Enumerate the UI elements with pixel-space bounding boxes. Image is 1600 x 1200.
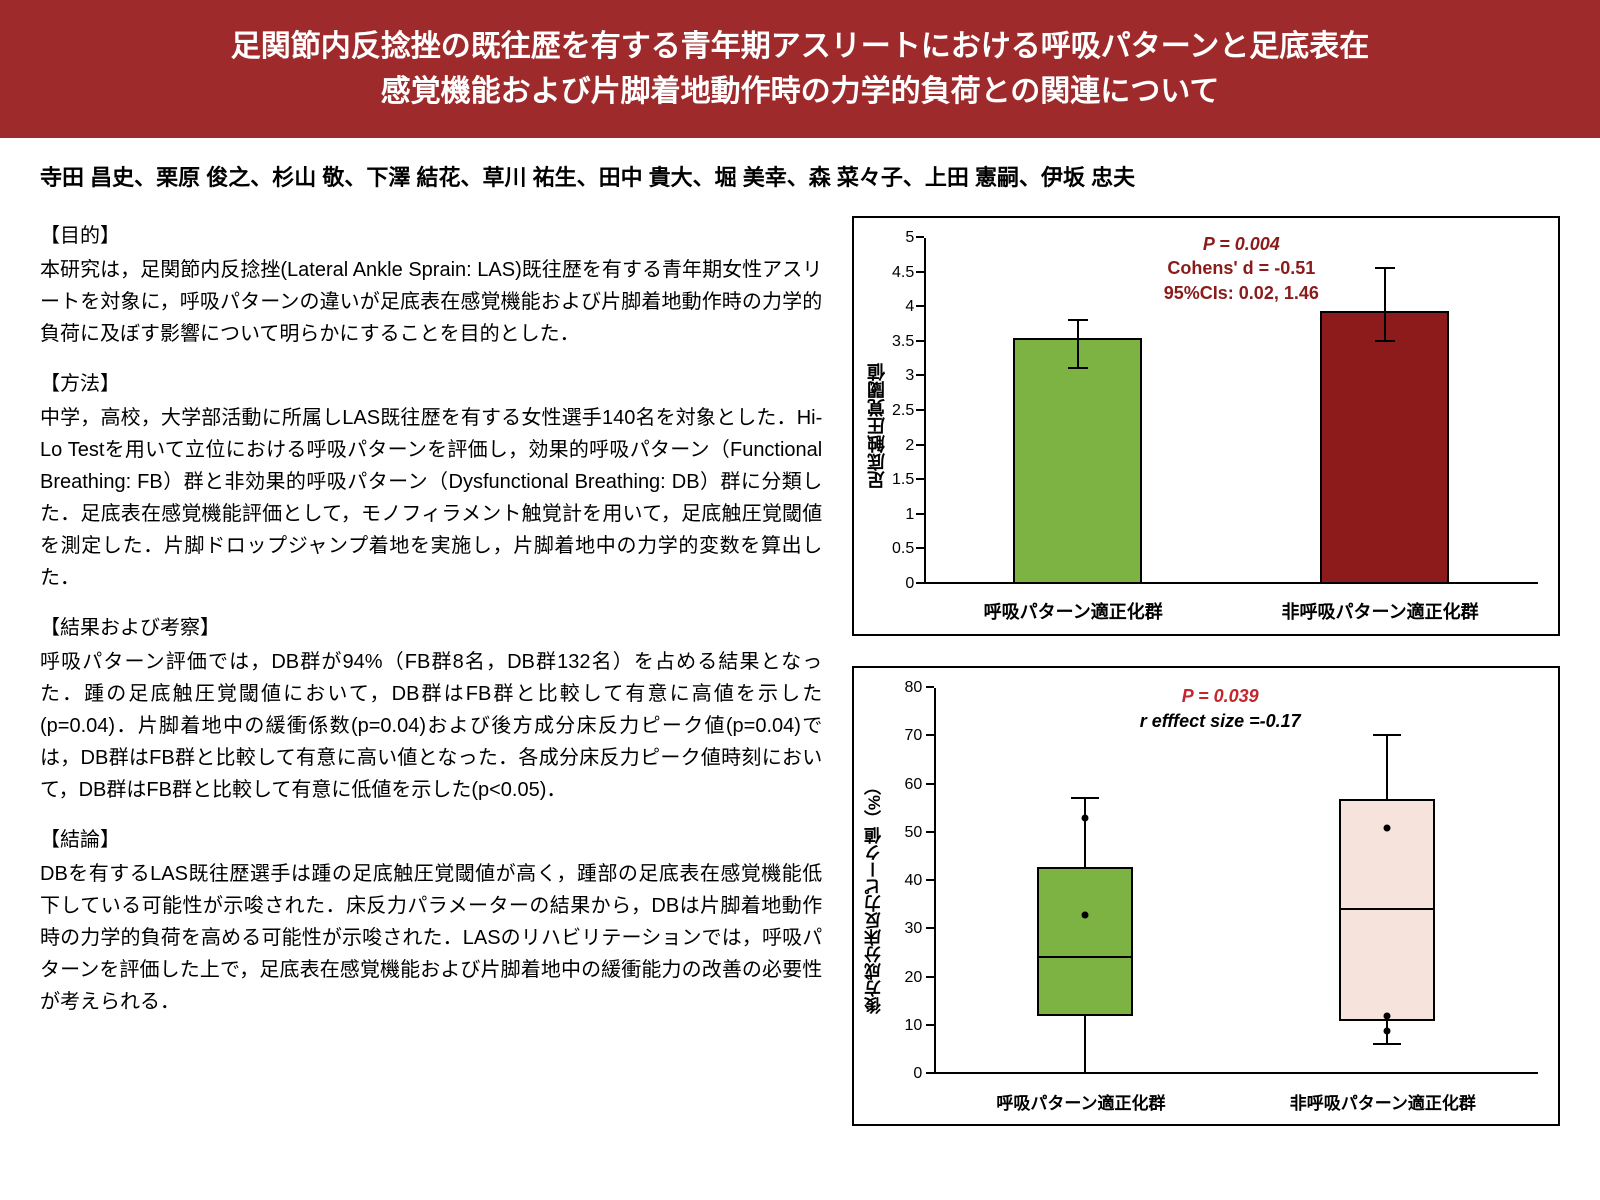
title-banner: 足関節内反捻挫の既往歴を有する青年期アスリートにおける呼吸パターンと足底表在 感… bbox=[0, 0, 1600, 138]
section-conclusion: 【結論】 DBを有するLAS既往歴選手は踵の足底触圧覚閾値が高く，踵部の足底表在… bbox=[40, 824, 822, 1018]
box-ytick: 30 bbox=[904, 920, 922, 938]
box-cat-0: 呼吸パターン適正化群 bbox=[996, 1089, 1165, 1114]
box-xlabels: 呼吸パターン適正化群 非呼吸パターン適正化群 bbox=[934, 1089, 1538, 1114]
box-1 bbox=[1339, 799, 1436, 1021]
box-ytick: 60 bbox=[904, 776, 922, 794]
heading-purpose: 【目的】 bbox=[40, 220, 822, 252]
section-purpose: 【目的】 本研究は，足関節内反捻挫(Lateral Ankle Sprain: … bbox=[40, 220, 822, 350]
bar-1 bbox=[1320, 311, 1449, 584]
box-ytick: 40 bbox=[904, 872, 922, 890]
bar-chart: P = 0.004 Cohens' d = -0.51 95%CIs: 0.02… bbox=[852, 216, 1560, 636]
bar-ytick: 3.5 bbox=[892, 333, 914, 351]
bar-cat-0: 呼吸パターン適正化群 bbox=[984, 598, 1163, 624]
body-results: 呼吸パターン評価では，DB群が94%（FB群8名，DB群132名）を占める結果と… bbox=[40, 646, 822, 806]
bar-ytick: 4.5 bbox=[892, 264, 914, 282]
box-chart: P = 0.039 r efffect size =-0.17 後方成分床反力ピ… bbox=[852, 666, 1560, 1126]
body-methods: 中学，高校，大学部活動に所属しLAS既往歴を有する女性選手140名を対象とした．… bbox=[40, 402, 822, 594]
text-column: 【目的】 本研究は，足関節内反捻挫(Lateral Ankle Sprain: … bbox=[40, 202, 822, 1126]
bar-ytick: 2 bbox=[905, 437, 914, 455]
title-line-1: 足関節内反捻挫の既往歴を有する青年期アスリートにおける呼吸パターンと足底表在 bbox=[40, 24, 1560, 69]
body-purpose: 本研究は，足関節内反捻挫(Lateral Ankle Sprain: LAS)既… bbox=[40, 254, 822, 350]
bar-plot-area bbox=[924, 238, 1538, 584]
authors-line: 寺田 昌史、栗原 俊之、杉山 敬、下澤 結花、草川 祐生、田中 貴大、堀 美幸、… bbox=[0, 138, 1600, 202]
bar-ytick: 4 bbox=[905, 298, 914, 316]
box-ytick: 80 bbox=[904, 679, 922, 697]
box-yticks: 01020304050607080 bbox=[854, 688, 932, 1074]
heading-conclusion: 【結論】 bbox=[40, 824, 822, 856]
box-ytick: 50 bbox=[904, 824, 922, 842]
box-ytick: 70 bbox=[904, 727, 922, 745]
bar-cat-1: 非呼吸パターン適正化群 bbox=[1282, 598, 1479, 624]
bar-xlabels: 呼吸パターン適正化群 非呼吸パターン適正化群 bbox=[924, 598, 1538, 624]
box-ytick: 10 bbox=[904, 1017, 922, 1035]
bar-yticks: 00.511.522.533.544.55 bbox=[854, 238, 922, 584]
bar-ytick: 0.5 bbox=[892, 540, 914, 558]
bar-ytick: 1 bbox=[905, 506, 914, 524]
heading-methods: 【方法】 bbox=[40, 368, 822, 400]
box-plot-area bbox=[934, 688, 1538, 1074]
title-line-2: 感覚機能および片脚着地動作時の力学的負荷との関連について bbox=[40, 69, 1560, 114]
heading-results: 【結果および考察】 bbox=[40, 612, 822, 644]
box-cat-1: 非呼吸パターン適正化群 bbox=[1290, 1089, 1476, 1114]
bar-ytick: 0 bbox=[905, 575, 914, 593]
box-ytick: 20 bbox=[904, 969, 922, 987]
charts-column: P = 0.004 Cohens' d = -0.51 95%CIs: 0.02… bbox=[852, 202, 1560, 1126]
body-conclusion: DBを有するLAS既往歴選手は踵の足底触圧覚閾値が高く，踵部の足底表在感覚機能低… bbox=[40, 858, 822, 1018]
bar-0 bbox=[1013, 338, 1142, 584]
bar-ytick: 1.5 bbox=[892, 471, 914, 489]
section-methods: 【方法】 中学，高校，大学部活動に所属しLAS既往歴を有する女性選手140名を対… bbox=[40, 368, 822, 594]
section-results: 【結果および考察】 呼吸パターン評価では，DB群が94%（FB群8名，DB群13… bbox=[40, 612, 822, 806]
box-ytick: 0 bbox=[913, 1065, 922, 1083]
content-area: 【目的】 本研究は，足関節内反捻挫(Lateral Ankle Sprain: … bbox=[0, 202, 1600, 1146]
bar-ytick: 3 bbox=[905, 367, 914, 385]
bar-ytick: 2.5 bbox=[892, 402, 914, 420]
bar-ytick: 5 bbox=[905, 229, 914, 247]
box-0 bbox=[1037, 867, 1134, 1017]
